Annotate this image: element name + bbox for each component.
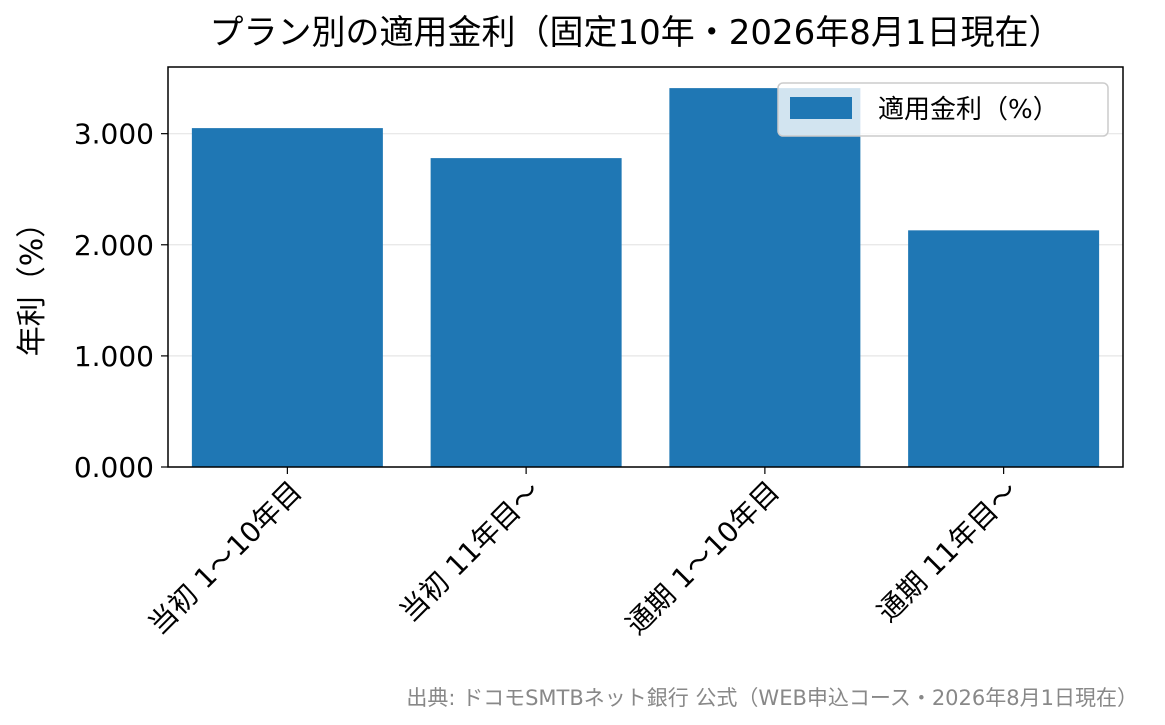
bar: [430, 158, 622, 467]
legend-frame: [777, 82, 1109, 137]
y-axis-label: 年利（%）: [15, 208, 50, 357]
y-tick-label: 1.000: [74, 340, 154, 373]
chart-title: プラン別の適用金利（固定10年・2026年8月1日現在）: [209, 13, 1062, 53]
bar: [669, 88, 861, 467]
plot-frame: [167, 66, 1124, 468]
legend: 適用金利（%）: [777, 82, 1109, 137]
bar: [908, 230, 1100, 467]
y-tick-label: 3.000: [74, 118, 154, 151]
bars: [191, 88, 1100, 467]
source-note: 出典: ドコモSMTBネット銀行 公式（WEB申込コース・2026年8月1日現在…: [406, 686, 1138, 710]
bar: [191, 128, 383, 467]
y-tick-label: 0.000: [74, 451, 154, 484]
legend-label: 適用金利（%）: [878, 95, 1059, 125]
legend-swatch: [790, 97, 852, 119]
axes: [161, 66, 1124, 474]
y-tick-label: 2.000: [74, 229, 154, 262]
